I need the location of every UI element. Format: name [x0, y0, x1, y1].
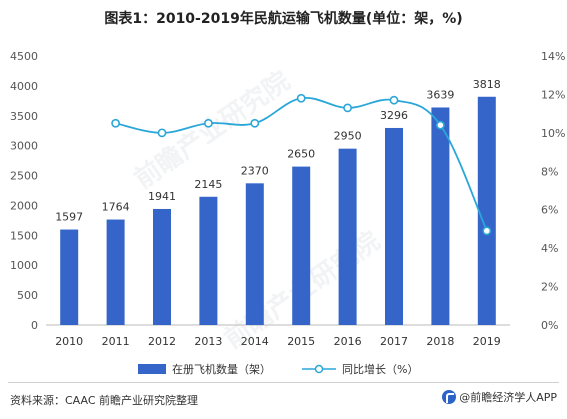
bar	[153, 208, 171, 325]
bar	[60, 229, 79, 325]
bar-data-label: 1941	[148, 190, 176, 203]
bar	[431, 107, 450, 326]
right-axis: 0% 2% 4% 6% 8% 10% 12% 14%	[541, 50, 565, 332]
bar	[385, 127, 403, 325]
y-tick-label-right: 2%	[541, 281, 558, 294]
legend-bar-swatch	[138, 364, 166, 374]
y-tick-label-right: 8%	[541, 165, 558, 178]
x-axis: 2010 2011 2012 2013 2014 2015 2016 2017 2018 2019	[55, 335, 501, 348]
bar-data-labels: 1597 1764 1941 2145 2370 2650 2950 3296 3639 3818	[55, 78, 501, 224]
line-point	[203, 118, 213, 128]
line-point	[343, 103, 352, 113]
bar-data-label: 2950	[334, 130, 362, 143]
y-tick-label-left: 4000	[10, 80, 38, 93]
y-tick-label-right: 12%	[541, 88, 565, 101]
x-tick-label: 2013	[194, 335, 222, 348]
line-point	[389, 95, 399, 105]
y-tick-label-right: 0%	[541, 319, 558, 332]
line-point	[296, 93, 306, 103]
source-note: 资料来源：CAAC 前瞻产业研究院整理	[10, 394, 199, 407]
bar-data-label: 3639	[426, 88, 454, 101]
chart-title: 图表1：2010-2019年民航运输飞机数量(单位：架，%)	[104, 11, 463, 27]
footer-divider	[8, 382, 559, 383]
x-tick-label: 2012	[148, 335, 176, 348]
brand-logo-icon	[442, 390, 457, 404]
x-tick-label: 2019	[473, 335, 501, 348]
brand-logo-text: @前瞻经济学人APP	[459, 391, 557, 404]
line-series	[111, 93, 492, 236]
y-tick-label-left: 4500	[10, 50, 38, 63]
x-tick-label: 2015	[287, 335, 315, 348]
bar-data-label: 1764	[102, 201, 130, 214]
bar	[292, 166, 311, 325]
bar	[106, 219, 125, 325]
y-tick-label-left: 1000	[10, 259, 38, 272]
bar-data-label: 2650	[287, 148, 315, 161]
bar	[338, 148, 357, 325]
bar-data-label: 2145	[194, 178, 222, 191]
y-tick-label-left: 500	[17, 289, 38, 302]
legend: 在册飞机数量（架） 同比增长（%）	[138, 362, 418, 376]
bar-data-label: 2370	[241, 164, 269, 177]
line-point	[157, 128, 167, 138]
bar	[199, 196, 218, 325]
y-tick-label-right: 6%	[541, 204, 558, 217]
line-point	[482, 226, 492, 236]
y-tick-label-left: 0	[31, 319, 38, 332]
left-axis: 0 500 1000 1500 2000 2500 3000 3500 4000 4500	[10, 50, 38, 332]
y-tick-label-left: 1500	[10, 229, 38, 242]
x-tick-label: 2017	[380, 335, 408, 348]
x-tick-label: 2016	[334, 335, 362, 348]
legend-line-marker	[314, 364, 324, 374]
x-tick-label: 2018	[426, 335, 454, 348]
y-tick-label-right: 14%	[541, 50, 565, 63]
y-tick-label-right: 10%	[541, 127, 565, 140]
y-tick-label-right: 4%	[541, 242, 558, 255]
line-point	[111, 118, 120, 128]
legend-bar-label: 在册飞机数量（架）	[172, 362, 271, 376]
bar-data-label: 1597	[55, 211, 83, 224]
y-tick-label-left: 2000	[10, 199, 38, 212]
bar-series	[60, 96, 496, 326]
y-tick-label-left: 3000	[10, 140, 38, 153]
legend-line-label: 同比增长（%）	[342, 362, 418, 376]
brand-logo: @前瞻经济学人APP	[442, 389, 557, 405]
y-tick-label-left: 2500	[10, 170, 38, 183]
line-point	[250, 118, 260, 128]
bar	[477, 96, 496, 325]
bar-data-label: 3296	[380, 109, 408, 122]
y-tick-label-left: 3500	[10, 110, 38, 123]
x-tick-label: 2010	[55, 335, 83, 348]
line-point	[435, 120, 445, 130]
x-tick-label: 2014	[241, 335, 269, 348]
bar	[245, 183, 264, 325]
bar-data-label: 3818	[473, 78, 501, 91]
x-tick-label: 2011	[102, 335, 130, 348]
